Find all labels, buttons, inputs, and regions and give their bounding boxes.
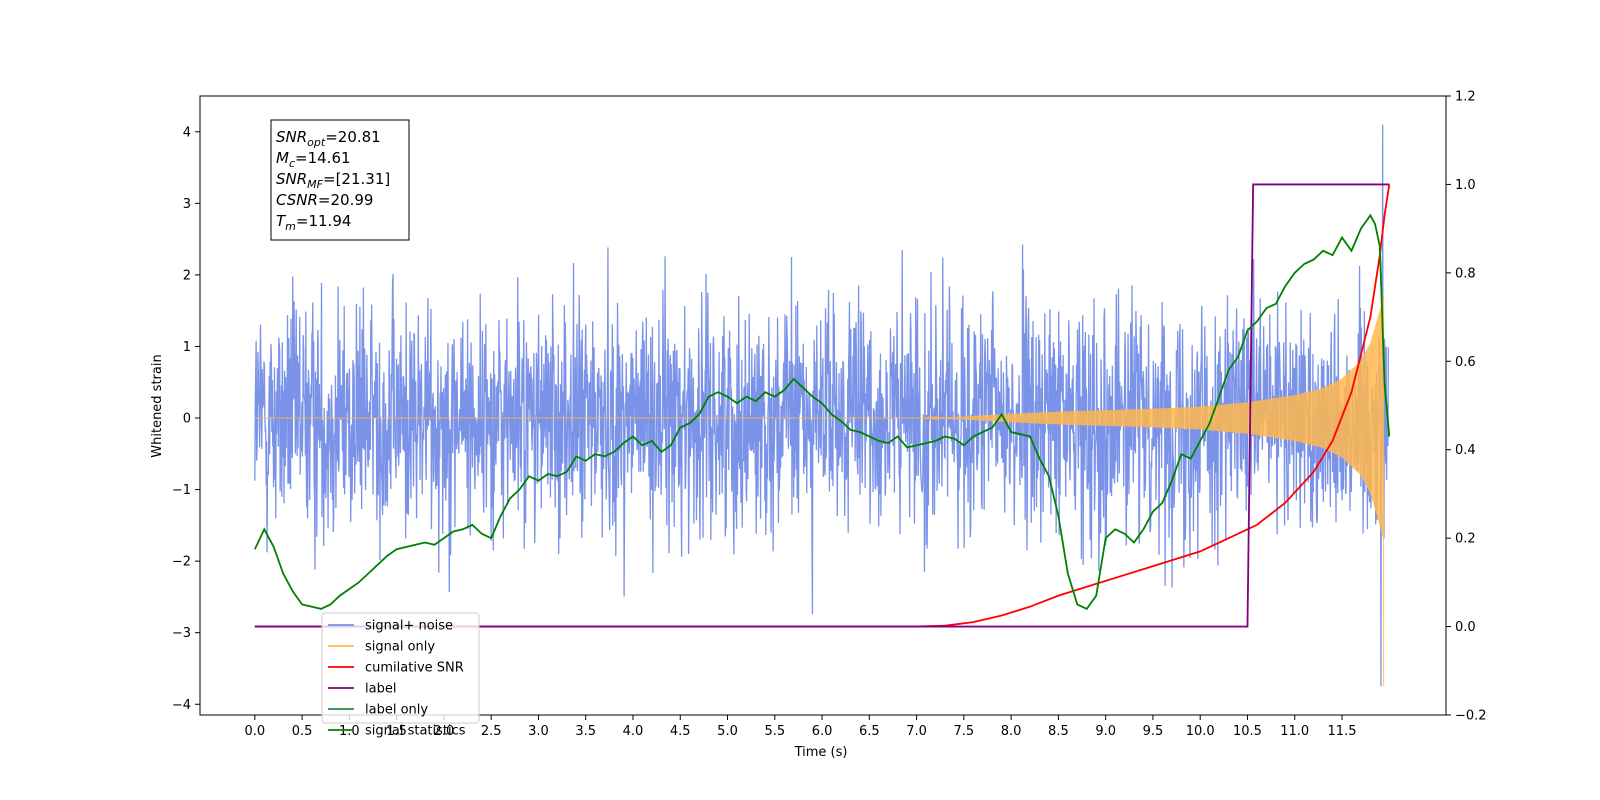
x-tick-label: 0.5 [292, 724, 313, 739]
x-tick-label: 2.5 [481, 724, 502, 739]
annotation-symbol: M [276, 149, 289, 167]
y-tick-label: 3 [183, 197, 191, 212]
x-tick-label: 1.0 [339, 724, 360, 739]
x-tick-label: 9.0 [1095, 724, 1116, 739]
x-tick-label: 5.5 [764, 724, 785, 739]
annotation-value: =[21.31] [323, 170, 390, 188]
annotation-frame [270, 119, 410, 241]
x-tick-label: 3.5 [575, 724, 596, 739]
y-tick-label: −1 [172, 483, 191, 498]
annotation-value: =20.81 [325, 128, 381, 146]
annotation-subscript: opt [307, 136, 326, 149]
legend-entry: cumilative SNR [365, 661, 464, 676]
series-cumulative-snr [254, 184, 1391, 628]
y-tick-label: −4 [172, 698, 191, 713]
annotation-subscript: c [289, 157, 295, 170]
annotation-line: Tm=11.94 [276, 212, 351, 233]
x-tick-label: 8.5 [1048, 724, 1069, 739]
x-tick-label: 10.0 [1186, 724, 1215, 739]
x-tick-label: 4.5 [670, 724, 691, 739]
legend-entry: label only [365, 703, 428, 718]
plot-frame [199, 95, 1447, 716]
legend: signal+ noise signal only cumilative SNR la… [321, 612, 480, 739]
legend-entry: signal only [365, 640, 435, 655]
legend-entry: signal statistics [365, 724, 466, 739]
series-label [254, 183, 1390, 628]
y2-tick-label: 0.8 [1455, 266, 1476, 281]
annotation-value: =20.99 [318, 191, 374, 209]
annotation-subscript: m [285, 220, 296, 233]
stats-annotation-box: SNRopt=20.81Mc=14.61SNRMF=[21.31]CSNR=20… [270, 119, 410, 241]
annotation-line: Mc=14.61 [276, 149, 351, 170]
x-tick-label: 7.0 [906, 724, 927, 739]
x-tick-label: 3.0 [528, 724, 549, 739]
x-tick-label: 4.0 [623, 724, 644, 739]
x-axis-label: Time (s) [794, 745, 848, 760]
legend-frame [321, 612, 480, 724]
annotation-symbol: T [276, 212, 287, 230]
annotation-line: SNRopt=20.81 [276, 128, 381, 149]
x-tick-label: 9.5 [1143, 724, 1164, 739]
y2-tick-label: 0.4 [1455, 443, 1476, 458]
y2-tick-label: 0.6 [1455, 355, 1476, 370]
annotation-symbol: SNR [276, 170, 307, 188]
x-tick-label: 5.0 [717, 724, 738, 739]
legend-entry: label [365, 682, 396, 697]
legend-entry: signal+ noise [365, 619, 453, 634]
y2-tick-label: 0.2 [1455, 532, 1476, 547]
x-tick-label: 10.5 [1233, 724, 1262, 739]
x-tick-label: 6.0 [812, 724, 833, 739]
y2-tick-label: −0.2 [1455, 709, 1487, 724]
y-tick-label: −2 [172, 555, 191, 570]
x-tick-label: 6.5 [859, 724, 880, 739]
y-axis-left: −4 −3 −2 −1 0 1 2 3 4 [172, 125, 200, 713]
x-tick-label: 7.5 [954, 724, 975, 739]
y-tick-label: 2 [183, 268, 191, 283]
series-signal-only [254, 296, 1385, 687]
x-tick-label: 1.5 [386, 724, 407, 739]
annotation-value: =14.61 [295, 149, 351, 167]
x-axis: 0.0 0.5 1.0 1.5 2.0 2.5 3.0 3.5 4.0 4.5 5.0 5.5 6.0 6… [244, 715, 1356, 739]
y2-tick-label: 0.0 [1455, 620, 1476, 635]
x-tick-label: 11.5 [1328, 724, 1357, 739]
x-tick-label: 0.0 [244, 724, 265, 739]
y-axis-label: Whitened strain [150, 354, 165, 457]
x-tick-label: 8.0 [1001, 724, 1022, 739]
annotation-symbol: SNR [276, 128, 307, 146]
annotation-symbol: CSNR [276, 191, 318, 209]
x-tick-label: 11.0 [1280, 724, 1309, 739]
y-tick-label: −3 [172, 626, 191, 641]
y2-tick-label: 1.2 [1455, 90, 1476, 105]
annotation-value: =11.94 [296, 212, 352, 230]
annotation-line: SNRMF=[21.31] [276, 170, 390, 191]
series-signal-noise [254, 124, 1389, 687]
series-signal-statistics [254, 213, 1391, 611]
annotation-subscript: MF [307, 178, 323, 191]
y-tick-label: 0 [183, 412, 191, 427]
annotation-line: CSNR=20.99 [276, 191, 373, 209]
y2-tick-label: 1.0 [1455, 178, 1476, 193]
y-tick-label: 1 [183, 340, 191, 355]
y-axis-right: −0.2 0.0 0.2 0.4 0.6 0.8 1.0 1.2 [1446, 90, 1487, 724]
y-tick-label: 4 [183, 125, 191, 140]
x-tick-label: 2.0 [434, 724, 455, 739]
series-layer [254, 124, 1391, 687]
